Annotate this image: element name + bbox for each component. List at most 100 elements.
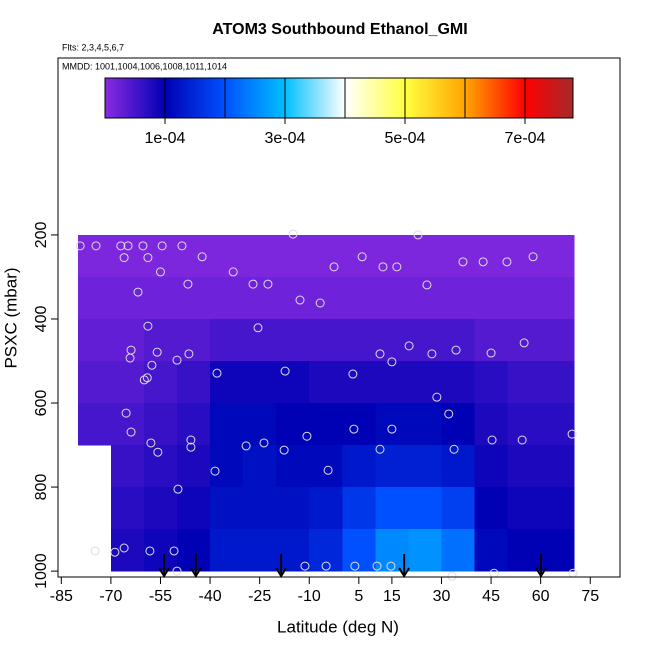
colorbar-tick-label: 1e-04 [145,130,186,147]
heat-cell [441,445,476,488]
heat-cell [210,445,244,488]
heat-cell [507,234,542,278]
colorbar-tick-label: 3e-04 [265,130,306,147]
sample-point [378,262,388,272]
x-tick-label: -10 [298,588,321,605]
heat-cell [276,487,310,530]
sample-point [169,546,179,556]
heat-cell [540,487,575,530]
heat-cell [110,276,145,320]
sample-point [186,435,196,445]
sample-point [372,561,382,571]
sample-point [172,566,182,576]
heat-cell [77,403,112,446]
heat-cell [441,487,476,530]
heat-cell [441,276,476,320]
sample-point [212,368,222,378]
sample-point [197,252,207,262]
heat-cell [210,487,244,530]
x-tick-label: 5 [354,588,363,605]
sample-point [259,438,269,448]
sample-point [349,424,359,434]
arrow-head [398,567,410,578]
sample-point [184,349,194,359]
sample-point [138,241,148,251]
sample-point [517,435,527,445]
sample-point [567,429,577,439]
sample-point [444,409,454,419]
heat-cell [540,445,575,488]
sample-point [387,424,397,434]
sample-point [125,353,135,363]
heat-cell [110,360,145,404]
heat-cell [441,529,476,572]
heat-cell [143,234,178,278]
sample-point [295,295,305,305]
heat-cell [210,529,244,572]
heat-cell [177,529,211,572]
sample-point [392,262,402,272]
sample-point [146,438,156,448]
heat-cell [540,403,575,446]
sample-point [121,408,131,418]
heat-cell [177,318,211,362]
heat-cell [342,403,376,446]
mmdd-note: MMDD: 1001,1004,1006,1008,1011,1014 [62,61,227,71]
heat-cell [474,403,509,446]
heat-cell [276,276,310,320]
sample-point [323,465,333,475]
x-tick-label: 15 [383,588,401,605]
heat-cell [474,360,509,404]
heat-cell [474,529,509,572]
heat-cell [375,487,410,530]
heat-cell [441,403,476,446]
heat-cell [309,360,343,404]
colorbar-tick-label: 7e-04 [505,130,546,147]
sample-point [116,241,126,251]
sample-point [478,257,488,267]
heat-cell [342,445,376,488]
sample-point [172,355,182,365]
heat-cell [276,445,310,488]
heat-cell [143,445,178,488]
heat-cell [507,360,542,404]
sample-point [90,546,100,556]
heat-cell [276,360,310,404]
heat-cell [507,487,542,530]
sample-point [126,427,136,437]
sample-point [152,347,162,357]
sample-point [123,241,133,251]
heat-cell [243,445,277,488]
heat-cell [77,234,112,278]
heat-cell [474,487,509,530]
x-tick-label: -55 [149,588,172,605]
x-tick-label: 60 [532,588,550,605]
heat-cell [408,403,443,446]
heat-cell [210,276,244,320]
heat-cell [474,234,509,278]
sample-point [413,230,423,240]
heat-cell [110,445,145,488]
y-tick-label: 1000 [33,553,50,589]
heat-cell [507,276,542,320]
sample-point [139,375,149,385]
colorbar [104,77,574,119]
x-tick-label: -25 [248,588,271,605]
y-tick-label: 600 [33,390,50,417]
heat-cell [143,276,178,320]
heat-cell [243,403,277,446]
arrow-head [535,567,547,578]
heat-cell [309,529,343,572]
heat-cell [474,445,509,488]
heat-cell [243,487,277,530]
heat-cell [342,234,376,278]
heat-cell [243,234,277,278]
sample-point [422,280,432,290]
y-axis-title: PSXC (mbar) [1,267,20,368]
sample-point [143,253,153,263]
sample-point [183,279,193,289]
heat-cell [408,318,443,362]
heat-cell [210,403,244,446]
sample-point [147,360,157,370]
heat-cell [342,487,376,530]
